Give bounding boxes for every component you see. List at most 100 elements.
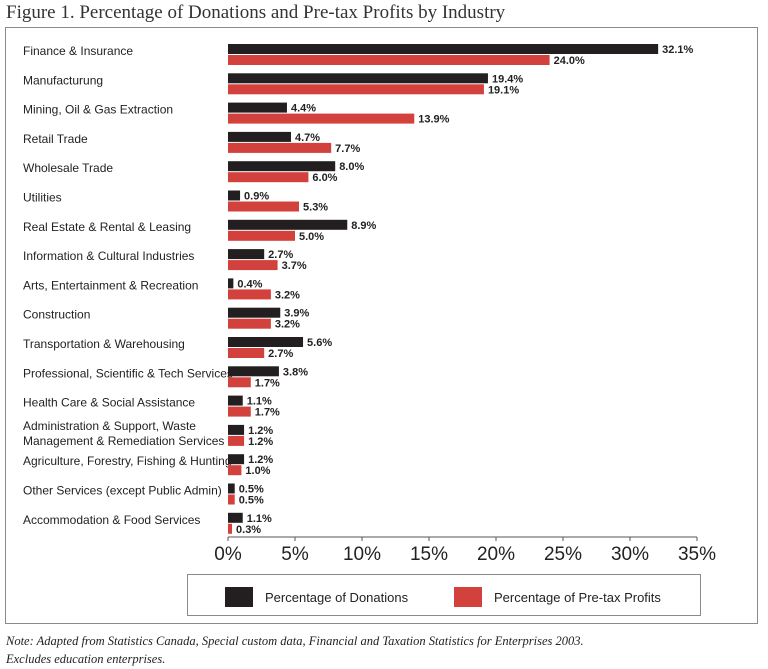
- bar-profits: [228, 230, 295, 241]
- bar-donations: [228, 337, 304, 347]
- chart-frame: [5, 27, 758, 624]
- bar-profits: [228, 84, 484, 95]
- data-label-donations: 1.1%: [247, 396, 272, 408]
- data-label-profits: 7.7%: [335, 143, 360, 155]
- bar-profits: [228, 142, 332, 153]
- x-tick-label: 5%: [281, 544, 309, 565]
- legend-swatch-donations: [225, 587, 253, 607]
- bar-profits: [228, 113, 415, 124]
- bar-donations: [228, 249, 265, 260]
- legend-swatch-profits: [454, 587, 482, 607]
- data-label-donations: 3.9%: [284, 308, 309, 320]
- bar-donations: [228, 512, 243, 523]
- figure-title: Figure 1. Percentage of Donations and Pr…: [6, 2, 506, 23]
- bar-profits: [228, 348, 265, 358]
- data-label-profits: 1.7%: [255, 377, 280, 389]
- bar-profits: [228, 406, 251, 417]
- x-tick-label: 20%: [477, 544, 515, 565]
- chart-legend: Percentage of Donations Percentage of Pr…: [187, 574, 701, 616]
- category-label: Agriculture, Forestry, Fishing & Hunting: [23, 454, 232, 468]
- bar-donations: [228, 424, 245, 435]
- data-label-donations: 4.7%: [295, 132, 320, 144]
- bar-profits: [228, 377, 251, 388]
- bar-donations: [228, 73, 488, 84]
- bar-donations: [228, 483, 235, 494]
- bar-donations: [228, 190, 241, 201]
- data-label-donations: 1.2%: [248, 454, 273, 466]
- data-label-donations: 8.0%: [339, 161, 364, 173]
- data-label-donations: 4.4%: [291, 103, 316, 115]
- bar-profits: [228, 201, 300, 212]
- category-label: Information & Cultural Industries: [23, 249, 194, 263]
- source-note-line-1: Note: Adapted from Statistics Canada, Sp…: [6, 634, 584, 648]
- category-label: Manufacturung: [23, 73, 103, 87]
- bar-donations: [228, 454, 245, 465]
- bar-donations: [228, 131, 291, 142]
- data-label-donations: 1.2%: [248, 425, 273, 437]
- bar-profits: [228, 260, 278, 271]
- x-tick-label: 25%: [544, 544, 582, 565]
- category-label: Professional, Scientific & Tech Services: [23, 366, 233, 380]
- bar-donations: [228, 219, 348, 230]
- data-label-profits: 24.0%: [554, 55, 585, 67]
- bar-donations: [228, 161, 336, 172]
- data-label-profits: 19.1%: [488, 84, 519, 96]
- data-label-profits: 5.3%: [303, 202, 328, 214]
- x-tick-label: 10%: [343, 544, 381, 565]
- x-tick-label: 15%: [410, 544, 448, 565]
- bar-profits: [228, 435, 245, 446]
- data-label-donations: 19.4%: [492, 73, 523, 85]
- bar-donations: [228, 307, 281, 318]
- legend-label-profits: Percentage of Pre-tax Profits: [494, 589, 661, 605]
- data-label-profits: 0.5%: [239, 495, 264, 507]
- bar-donations: [228, 366, 279, 377]
- data-label-donations: 1.1%: [247, 513, 272, 525]
- bar-profits: [228, 523, 233, 534]
- data-label-donations: 2.7%: [268, 249, 293, 261]
- category-label: Arts, Entertainment & Recreation: [23, 278, 198, 292]
- x-tick-label: 30%: [611, 544, 649, 565]
- bar-donations: [228, 44, 659, 54]
- bar-profits: [228, 55, 550, 65]
- data-label-donations: 0.5%: [239, 484, 264, 496]
- source-note: Note: Adapted from Statistics Canada, Sp…: [6, 632, 584, 668]
- x-tick-label: 35%: [678, 544, 716, 565]
- category-label: Finance & Insurance: [23, 44, 133, 58]
- bar-profits: [228, 494, 235, 505]
- data-label-donations: 8.9%: [351, 220, 376, 232]
- category-label: Wholesale Trade: [23, 161, 113, 175]
- data-label-profits: 3.2%: [275, 289, 300, 301]
- data-label-profits: 0.3%: [236, 524, 261, 536]
- category-label: Retail Trade: [23, 132, 88, 146]
- data-label-profits: 1.7%: [255, 407, 280, 419]
- legend-label-donations: Percentage of Donations: [265, 589, 409, 605]
- data-label-profits: 1.0%: [245, 465, 270, 477]
- bar-donations: [228, 395, 243, 406]
- category-label: Transportation & Warehousing: [23, 337, 185, 351]
- data-label-profits: 13.9%: [418, 114, 449, 126]
- x-tick-label: 0%: [214, 544, 242, 565]
- bar-donations: [228, 278, 234, 289]
- data-label-profits: 5.0%: [299, 231, 324, 243]
- category-label: Accommodation & Food Services: [23, 513, 200, 527]
- bar-profits: [228, 289, 271, 300]
- category-label: Other Services (except Public Admin): [23, 484, 222, 498]
- data-label-profits: 3.2%: [275, 319, 300, 331]
- category-label: Health Care & Social Assistance: [23, 396, 195, 410]
- data-label-profits: 1.2%: [248, 436, 273, 448]
- bar-profits: [228, 465, 242, 476]
- category-label: Mining, Oil & Gas Extraction: [23, 103, 173, 117]
- bar-profits: [228, 318, 271, 329]
- bar-profits: [228, 172, 309, 183]
- data-label-donations: 0.9%: [244, 191, 269, 203]
- data-label-donations: 0.4%: [237, 278, 262, 290]
- category-label: Construction: [23, 308, 90, 322]
- legend-item-donations: Percentage of Donations: [225, 587, 408, 607]
- category-label: Real Estate & Rental & Leasing: [23, 220, 191, 234]
- legend-item-profits: Percentage of Pre-tax Profits: [454, 587, 661, 607]
- data-label-donations: 32.1%: [662, 44, 693, 56]
- data-label-profits: 6.0%: [312, 172, 337, 184]
- data-label-profits: 3.7%: [282, 260, 307, 272]
- category-label: Utilities: [23, 191, 62, 205]
